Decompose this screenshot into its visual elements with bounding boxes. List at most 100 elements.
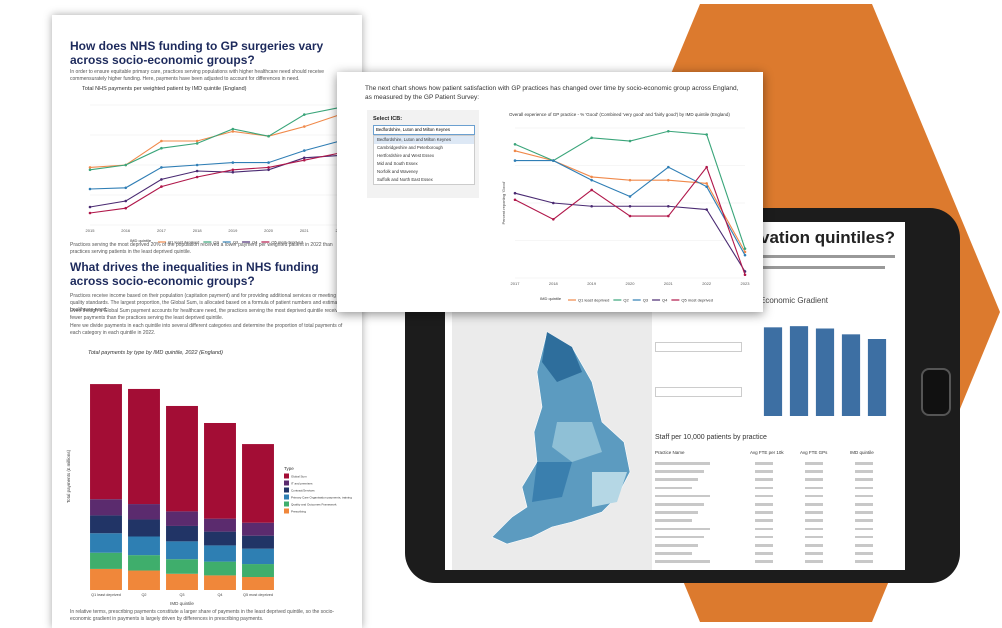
- point: [302, 125, 306, 128]
- bar-segment: [90, 552, 122, 569]
- table-title: Staff per 10,000 patients by practice: [655, 434, 767, 441]
- table-cell-placeholder: [755, 544, 773, 547]
- bar-segment: [242, 444, 274, 523]
- legend-label: Q4: [662, 298, 668, 303]
- point: [302, 113, 306, 116]
- point: [267, 134, 270, 138]
- table-cell-placeholder: [805, 519, 823, 522]
- table-cell-placeholder: [855, 503, 873, 506]
- select[interactable]: Bedfordshire, Luton and Milton Keynes: [373, 125, 475, 135]
- point: [705, 165, 708, 169]
- bar: [789, 326, 809, 416]
- table-cell-placeholder: [805, 470, 823, 473]
- table-body: [655, 460, 900, 570]
- select-box[interactable]: [655, 342, 742, 352]
- point: [160, 166, 163, 169]
- bar-segment: [128, 519, 160, 537]
- y-axis-label: Percent reporting 'Good': [501, 181, 506, 224]
- dropdown-option[interactable]: Mid and South Essex: [377, 161, 418, 166]
- bar-segment: [204, 561, 236, 576]
- point: [231, 161, 235, 164]
- legend-label: Primary Care Organisation payments, trai…: [291, 496, 352, 500]
- bar-segment: [166, 525, 198, 542]
- x-tick-label: 2017: [157, 228, 167, 233]
- bar-segment: [128, 536, 160, 556]
- dropdown-option[interactable]: Bedfordshire, Luton and Milton Keynes: [374, 136, 474, 144]
- point: [590, 136, 593, 140]
- dropdown-option[interactable]: Cambridgeshire and Peterborough: [377, 145, 443, 150]
- point: [302, 149, 306, 152]
- y-axis-label: Total payments (£ millions): [66, 449, 71, 503]
- region: [542, 332, 582, 382]
- point: [667, 204, 670, 208]
- home-button[interactable]: [921, 368, 951, 416]
- bar-segment: [204, 531, 236, 546]
- point: [231, 130, 235, 133]
- bar-segment: [128, 555, 160, 571]
- legend-label: Q2: [213, 240, 219, 245]
- x-tick-label: 2019: [228, 228, 238, 233]
- point: [88, 166, 92, 169]
- table-cell-placeholder: [755, 552, 773, 555]
- bar-segment: [204, 575, 236, 590]
- point: [267, 161, 270, 164]
- column-header: Avg FTE GPs: [800, 450, 828, 455]
- dropdown-option[interactable]: Norfolk and Waveney: [377, 169, 418, 174]
- point: [743, 253, 747, 257]
- point: [195, 142, 199, 145]
- point: [160, 146, 163, 150]
- bar-segment: [90, 499, 122, 516]
- table-cell-placeholder: [855, 527, 873, 531]
- bar-segment: [166, 559, 198, 574]
- bar-segment: [128, 504, 160, 520]
- point: [513, 149, 517, 153]
- point: [124, 186, 128, 190]
- dropdown-option[interactable]: Suffolk and North East Essex: [377, 177, 433, 182]
- point: [552, 159, 555, 162]
- dropdown-option[interactable]: Hertfordshire and West Essex: [377, 153, 434, 158]
- bar-segment: [242, 564, 274, 578]
- point: [124, 199, 128, 203]
- line: [89, 152, 341, 214]
- x-axis-label: IMD quintile: [170, 601, 194, 606]
- select-box[interactable]: [655, 387, 742, 397]
- x-tick-label: 2020: [264, 228, 274, 233]
- point: [628, 178, 632, 182]
- line: [514, 192, 746, 272]
- heading: How does NHS funding to GP surgeries var…: [70, 39, 324, 67]
- x-tick-label: 2017: [511, 281, 521, 286]
- bar-segment: [90, 384, 122, 500]
- line: [514, 150, 746, 253]
- point: [667, 165, 670, 169]
- legend-label: Q2: [623, 298, 629, 303]
- table-cell-placeholder: [755, 494, 773, 498]
- bar-segment: [204, 422, 236, 519]
- bar-segment: [242, 577, 274, 590]
- table-cell-placeholder: [655, 552, 692, 555]
- table-cell-placeholder: [855, 519, 873, 522]
- table-cell-placeholder: [855, 535, 873, 539]
- legend-label: Q1 least deprived: [168, 240, 199, 245]
- point: [302, 158, 306, 162]
- map: [491, 331, 631, 545]
- legend-label: Q3: [643, 298, 649, 303]
- bar: [815, 328, 835, 416]
- point: [513, 198, 517, 202]
- table-cell-placeholder: [655, 511, 698, 514]
- x-tick-label: 2023: [741, 281, 751, 286]
- table-cell-placeholder: [855, 544, 873, 547]
- table-cell-placeholder: [655, 519, 692, 522]
- table-cell-placeholder: [755, 470, 773, 473]
- paragraph: Practices serving the most deprived 20% …: [70, 242, 333, 255]
- table-cell-placeholder: [805, 527, 823, 531]
- point: [667, 129, 670, 133]
- bar-segment: [166, 511, 198, 526]
- column-header: IMD quintile: [850, 450, 874, 455]
- intro-text: The next chart shows how patient satisfa…: [365, 85, 739, 101]
- table-header: Practice Name Avg FTE per 10k Avg FTE GPs I…: [655, 450, 900, 458]
- x-tick-label: 2020: [626, 281, 636, 286]
- point: [195, 175, 199, 179]
- point: [667, 178, 670, 182]
- legend-swatch: [284, 480, 289, 486]
